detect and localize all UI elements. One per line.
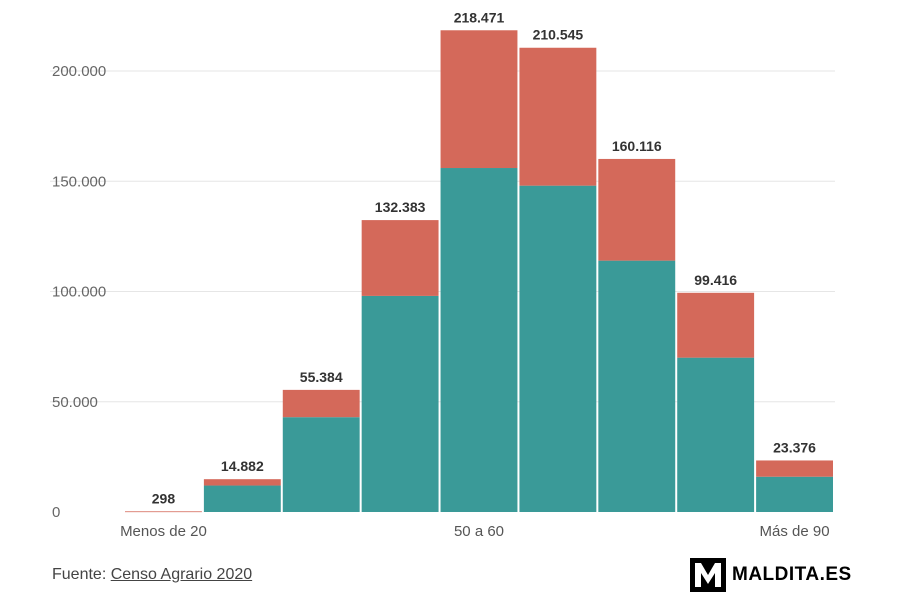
- y-tick-label: 200.000: [52, 63, 106, 80]
- y-tick-label: 150.000: [52, 173, 106, 190]
- y-tick-label: 0: [52, 504, 60, 521]
- source-footer: Fuente: Censo Agrario 2020: [52, 566, 252, 584]
- bar-base-4: [440, 168, 518, 512]
- data-label: 298: [152, 490, 176, 506]
- bar-top-5: [519, 47, 597, 186]
- data-label: 218.471: [454, 9, 505, 25]
- bar-base-2: [282, 417, 360, 512]
- bar-top-8: [756, 460, 833, 477]
- data-label: 160.116: [612, 138, 662, 154]
- data-label: 132.383: [375, 199, 426, 215]
- maldita-logo: MALDITA.ES: [690, 558, 852, 592]
- logo-text: MALDITA.ES: [732, 564, 852, 585]
- bar-base-8: [756, 476, 833, 512]
- bar-base-5: [519, 185, 597, 512]
- y-tick-label: 100.000: [52, 284, 106, 301]
- bar-top-1: [203, 479, 281, 486]
- bar-top-2: [282, 389, 360, 418]
- source-prefix: Fuente:: [52, 566, 111, 583]
- source-link[interactable]: Censo Agrario 2020: [110, 566, 253, 583]
- x-tick-label: Menos de 20: [120, 523, 207, 540]
- bar-base-1: [203, 485, 281, 512]
- x-tick-label: 50 a 60: [454, 523, 504, 540]
- bar-top-0: [125, 511, 202, 513]
- bar-base-3: [361, 295, 439, 512]
- stacked-bar-chart: 0 50.000 100.000 150.000 200.000 298 14.882 55.…: [50, 9, 835, 540]
- data-label: 55.384: [300, 369, 343, 385]
- x-tick-label: Más de 90: [760, 523, 830, 540]
- logo-mark: [690, 558, 726, 592]
- bar-top-3: [361, 220, 439, 296]
- data-label: 14.882: [221, 458, 264, 474]
- bar-top-7: [677, 292, 755, 358]
- data-label: 99.416: [694, 272, 737, 288]
- logo-m-icon: [695, 563, 721, 587]
- data-label: 23.376: [773, 439, 816, 455]
- bar-top-6: [598, 158, 676, 261]
- data-label: 210.545: [533, 27, 584, 43]
- bar-base-7: [677, 357, 755, 512]
- y-tick-label: 50.000: [52, 394, 98, 411]
- bar-base-6: [598, 260, 676, 512]
- bar-top-4: [440, 30, 518, 169]
